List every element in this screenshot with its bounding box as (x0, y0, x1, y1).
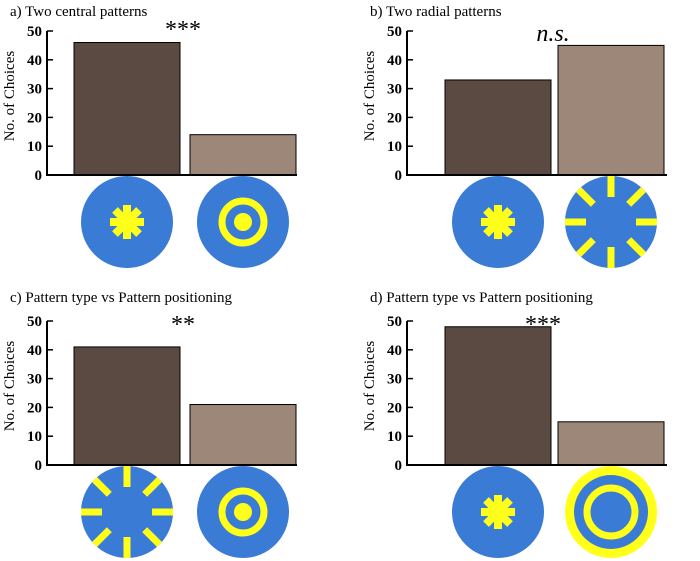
y-tick-label: 30 (387, 372, 402, 388)
axes (46, 31, 297, 176)
pattern-icons (452, 466, 657, 558)
y-tick-label: 40 (27, 53, 42, 69)
bar-central-star (444, 79, 552, 176)
y-axis-label: No. of Choices (2, 51, 18, 142)
y-axis-label: No. of Choices (362, 341, 378, 432)
y-tick-label: 10 (387, 429, 402, 445)
significance-label: *** (165, 17, 201, 43)
radial-spokes-pattern-icon (565, 176, 657, 268)
bar-central-star (444, 326, 552, 466)
y-tick-label: 10 (27, 139, 42, 155)
bars (444, 44, 665, 176)
axes (406, 31, 667, 176)
panel-title: a) Two central patterns (10, 4, 148, 20)
dot-ring-pattern-icon (197, 176, 289, 268)
bars (444, 326, 665, 466)
axes (406, 321, 667, 466)
y-tick-label: 40 (387, 53, 402, 69)
y-tick-label: 50 (387, 24, 402, 40)
panel-title: b) Two radial patterns (370, 4, 502, 20)
pattern-icons (81, 466, 289, 558)
y-axis-ticks: 0 10 20 30 40 50 (387, 314, 413, 474)
bars (73, 42, 297, 176)
bars (73, 346, 297, 466)
y-tick-label: 30 (27, 82, 42, 98)
panel-title: c) Pattern type vs Pattern positioning (10, 290, 233, 306)
bar-central-dot-ring (189, 404, 297, 466)
panel-d: d) Pattern type vs Pattern positioning *… (362, 290, 667, 558)
star-pattern-icon (452, 176, 544, 268)
y-tick-label: 10 (387, 139, 402, 155)
bar-central-dot-ring (189, 134, 297, 176)
axes (46, 321, 297, 466)
y-axis-label: No. of Choices (362, 51, 378, 142)
y-axis-ticks: 0 10 20 30 40 50 (27, 24, 53, 184)
y-tick-label: 0 (35, 168, 43, 184)
y-tick-label: 10 (27, 429, 42, 445)
pattern-icons (81, 176, 289, 268)
y-axis-label: No. of Choices (2, 341, 18, 432)
y-tick-label: 30 (27, 372, 42, 388)
y-tick-label: 0 (35, 458, 43, 474)
y-tick-label: 0 (395, 168, 403, 184)
bar-radial-spokes (557, 44, 665, 176)
y-tick-label: 20 (387, 400, 402, 416)
y-tick-label: 20 (27, 110, 42, 126)
significance-label: ** (171, 312, 195, 338)
y-tick-label: 40 (27, 343, 42, 359)
panel-title: d) Pattern type vs Pattern positioning (370, 290, 593, 306)
y-axis-ticks: 0 10 20 30 40 50 (27, 314, 53, 474)
y-tick-label: 30 (387, 82, 402, 98)
y-tick-label: 40 (387, 343, 402, 359)
dot-ring-pattern-icon (197, 466, 289, 558)
pattern-icons (452, 176, 657, 268)
panel-c: c) Pattern type vs Pattern positioning *… (2, 290, 297, 558)
star-pattern-icon (81, 176, 173, 268)
star-pattern-icon (452, 466, 544, 558)
y-tick-label: 20 (387, 110, 402, 126)
significance-label: n.s. (536, 21, 569, 47)
y-axis-ticks: 0 10 20 30 40 50 (387, 24, 413, 184)
y-tick-label: 50 (387, 314, 402, 330)
y-tick-label: 50 (27, 24, 42, 40)
panel-b: b) Two radial patterns n.s. No. of Choic… (362, 4, 667, 268)
y-tick-label: 50 (27, 314, 42, 330)
bar-radial-spokes (73, 346, 181, 466)
y-tick-label: 0 (395, 458, 403, 474)
bar-central-star (73, 42, 181, 176)
panel-a: a) Two central patterns *** No. of Choic… (2, 4, 297, 268)
radial-spokes-pattern-icon (81, 466, 173, 558)
y-tick-label: 20 (27, 400, 42, 416)
outer-rings-pattern-icon (565, 466, 657, 558)
bar-outer-rings (557, 421, 665, 466)
